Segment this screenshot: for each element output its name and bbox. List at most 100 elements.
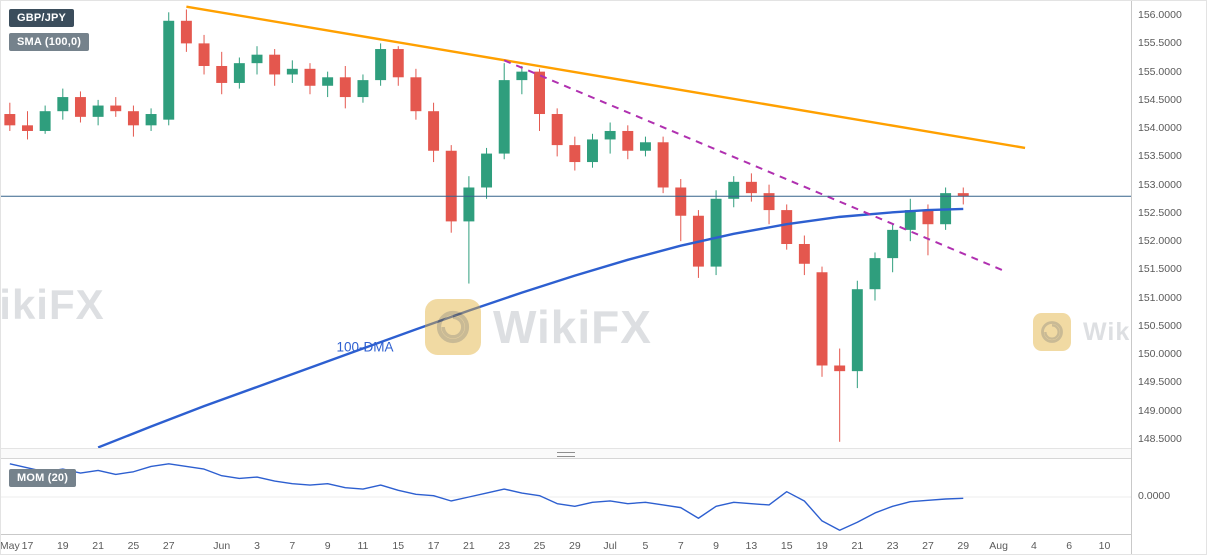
candle-jul-6 (657, 136, 669, 194)
price-axis-label: 151.0000 (1138, 291, 1182, 304)
price-axis-label: 149.0000 (1138, 404, 1182, 417)
candle-jun-25 (534, 68, 545, 131)
time-axis-label: 15 (392, 540, 405, 552)
candle-jun-8 (304, 63, 316, 95)
candle-may-25 (127, 105, 139, 137)
price-axis-label: 148.5000 (1138, 432, 1182, 445)
candle-may-18 (39, 105, 51, 134)
candle-jun-24 (516, 65, 528, 95)
candle-may-14 (4, 102, 16, 131)
candle-jul-15 (781, 204, 793, 250)
price-axis[interactable]: 152.7950 0.0000 156.0000155.5000155.0000… (1131, 1, 1206, 554)
price-axis-label: 151.5000 (1138, 263, 1182, 276)
time-axis-label: 6 (1066, 540, 1073, 552)
candle-jun-23 (498, 63, 510, 160)
splitter-handle-icon[interactable] (557, 452, 575, 457)
time-axis-label: 29 (957, 540, 970, 552)
time-axis-label: 27 (162, 540, 175, 552)
sma-100-dma-line (97, 207, 964, 448)
candle-jul-7 (675, 179, 687, 242)
price-axis-label: 149.5000 (1138, 376, 1182, 389)
candle-jun-4 (269, 49, 281, 86)
time-axis-label: Jul (603, 540, 617, 552)
momentum-panel[interactable]: MOM (20) (1, 458, 1131, 536)
candle-jul-9 (710, 190, 722, 276)
candle-jun-7 (286, 60, 298, 83)
symbol-badge: GBP/JPY (9, 9, 75, 27)
candle-jul-1 (604, 122, 616, 154)
candle-jun-15 (392, 46, 404, 86)
time-axis-label: 25 (127, 540, 140, 552)
candle-jun-21 (463, 176, 475, 284)
candle-jun-1 (216, 51, 228, 95)
time-axis-label: 15 (780, 540, 793, 552)
time-axis[interactable]: May 17 19 21 25 27 Jun 3 7 9 11 15 17 21 23 25 29 Jul 5 7 9 1… (0, 534, 1131, 554)
time-axis-label: 13 (745, 540, 758, 552)
time-axis-label: 10 (1098, 540, 1111, 552)
candle-may-21 (92, 99, 104, 126)
candle-jul-5 (639, 136, 651, 157)
candlestick-chart[interactable]: 100-DMA (1, 1, 1131, 448)
inner-descending-trendline[interactable] (503, 59, 1008, 274)
time-axis-label: 17 (427, 540, 440, 552)
candle-jun-3 (251, 46, 263, 75)
dma-label: 100-DMA (336, 339, 393, 354)
candle-may-17 (22, 111, 33, 140)
price-axis-label: 153.0000 (1138, 178, 1182, 191)
candle-jul-8 (692, 210, 704, 278)
candle-jun-18 (445, 145, 457, 233)
time-axis-label: 19 (816, 540, 828, 552)
price-axis-label: 150.0000 (1138, 348, 1182, 361)
time-axis-label: 7 (677, 540, 684, 552)
candle-jun-14 (375, 43, 387, 86)
main-chart-panel[interactable]: 100-DMA WikiFX WikiFX WikiFX GBP/JPY SMA… (1, 1, 1131, 448)
candle-may-19 (57, 88, 69, 120)
time-axis-label: May (0, 540, 20, 552)
candle-jun-28 (551, 108, 563, 157)
time-axis-label: 25 (533, 540, 546, 552)
candle-jul-21 (851, 280, 863, 389)
candle-may-24 (110, 97, 122, 117)
candle-jun-22 (481, 147, 493, 199)
candle-jul-23 (887, 224, 899, 273)
time-axis-label: 29 (568, 540, 581, 552)
time-axis-label: Aug (989, 540, 1008, 552)
time-axis-label: 21 (851, 540, 864, 552)
candle-jun-16 (410, 68, 422, 120)
candle-jul-20 (834, 348, 846, 442)
momentum-chart[interactable] (1, 459, 1131, 535)
time-axis-label: 27 (922, 540, 934, 552)
panel-splitter[interactable] (1, 448, 1131, 459)
time-axis-label: 23 (886, 540, 899, 552)
candle-jun-10 (339, 65, 351, 109)
time-axis-label: 11 (357, 540, 369, 552)
candle-jun-11 (357, 74, 369, 103)
momentum-line (9, 463, 964, 531)
candle-may-20 (74, 91, 86, 123)
candle-may-31 (198, 34, 210, 75)
time-axis-label: 17 (21, 540, 34, 552)
price-axis-label: 155.5000 (1138, 37, 1182, 50)
candle-jul-12 (728, 176, 740, 208)
time-axis-label: 21 (92, 540, 104, 552)
mom-indicator-badge: MOM (20) (9, 469, 77, 487)
price-axis-label: 152.5000 (1138, 206, 1182, 219)
upper-descending-trendline[interactable] (186, 5, 1026, 150)
momentum-zero-label: 0.0000 (1138, 490, 1171, 502)
time-axis-label: 9 (324, 540, 331, 552)
candle-jul-13 (745, 173, 757, 202)
candle-jun-17 (428, 102, 440, 163)
candle-may-27 (163, 12, 175, 126)
price-axis-label: 152.0000 (1138, 235, 1182, 248)
price-axis-label: 154.0000 (1138, 122, 1182, 135)
candle-jun-30 (587, 133, 598, 168)
candle-jul-14 (763, 184, 775, 225)
time-axis-label: 9 (713, 540, 719, 552)
candle-jun-9 (322, 71, 334, 98)
time-axis-label: 21 (463, 540, 475, 552)
time-axis-label: 23 (498, 540, 511, 552)
price-axis-label: 154.5000 (1138, 93, 1182, 106)
time-axis-label: 5 (642, 540, 649, 552)
time-axis-label: 3 (254, 540, 260, 552)
